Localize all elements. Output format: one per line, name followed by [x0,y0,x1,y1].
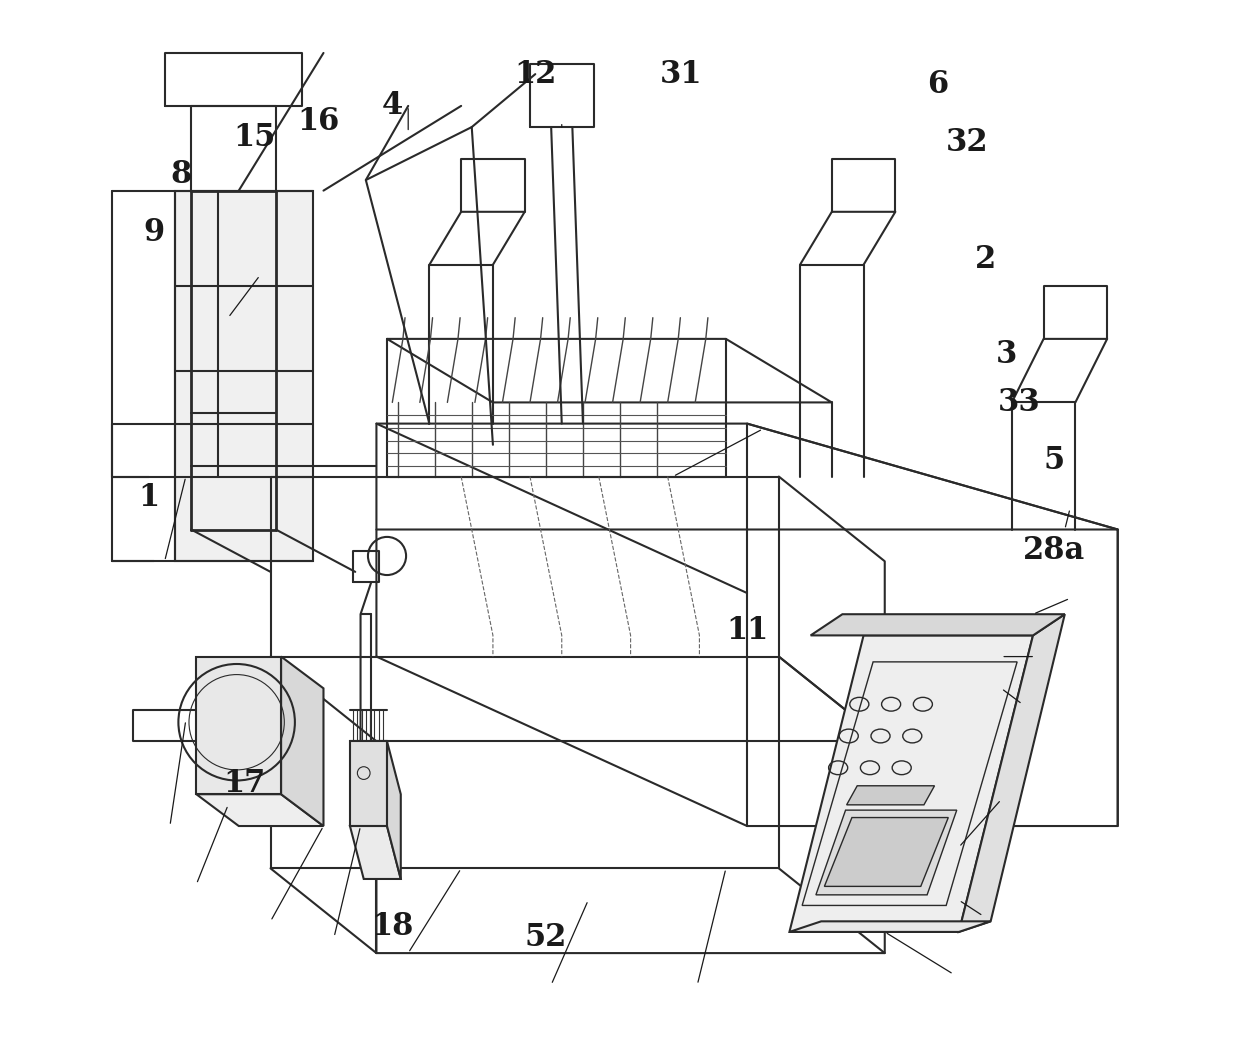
Polygon shape [350,826,401,879]
Text: 11: 11 [725,614,769,646]
Text: 4: 4 [382,90,403,122]
Polygon shape [281,657,324,826]
Text: 28a: 28a [1023,535,1085,567]
Text: 6: 6 [928,69,949,101]
Polygon shape [825,818,949,886]
Polygon shape [196,657,281,794]
Text: 17: 17 [223,768,265,800]
Text: 15: 15 [233,122,275,154]
Text: 16: 16 [298,106,340,138]
Polygon shape [811,614,1065,635]
Text: 1: 1 [138,482,159,514]
Text: 31: 31 [660,58,703,90]
Polygon shape [847,786,935,805]
Text: 3: 3 [996,339,1017,371]
Polygon shape [387,741,401,879]
Polygon shape [959,614,1065,932]
Polygon shape [350,741,387,826]
Text: 52: 52 [525,921,567,953]
Bar [353,773,370,800]
Text: 9: 9 [144,217,165,249]
Text: 33: 33 [998,387,1040,418]
Text: 18: 18 [371,911,413,943]
Text: 8: 8 [170,159,191,191]
Polygon shape [790,635,1033,932]
Polygon shape [790,921,991,932]
Polygon shape [816,810,957,895]
Text: 12: 12 [515,58,557,90]
Polygon shape [196,794,324,826]
Text: 2: 2 [975,244,996,275]
Polygon shape [175,191,312,561]
Text: 32: 32 [946,127,988,159]
Text: 5: 5 [1044,445,1065,477]
